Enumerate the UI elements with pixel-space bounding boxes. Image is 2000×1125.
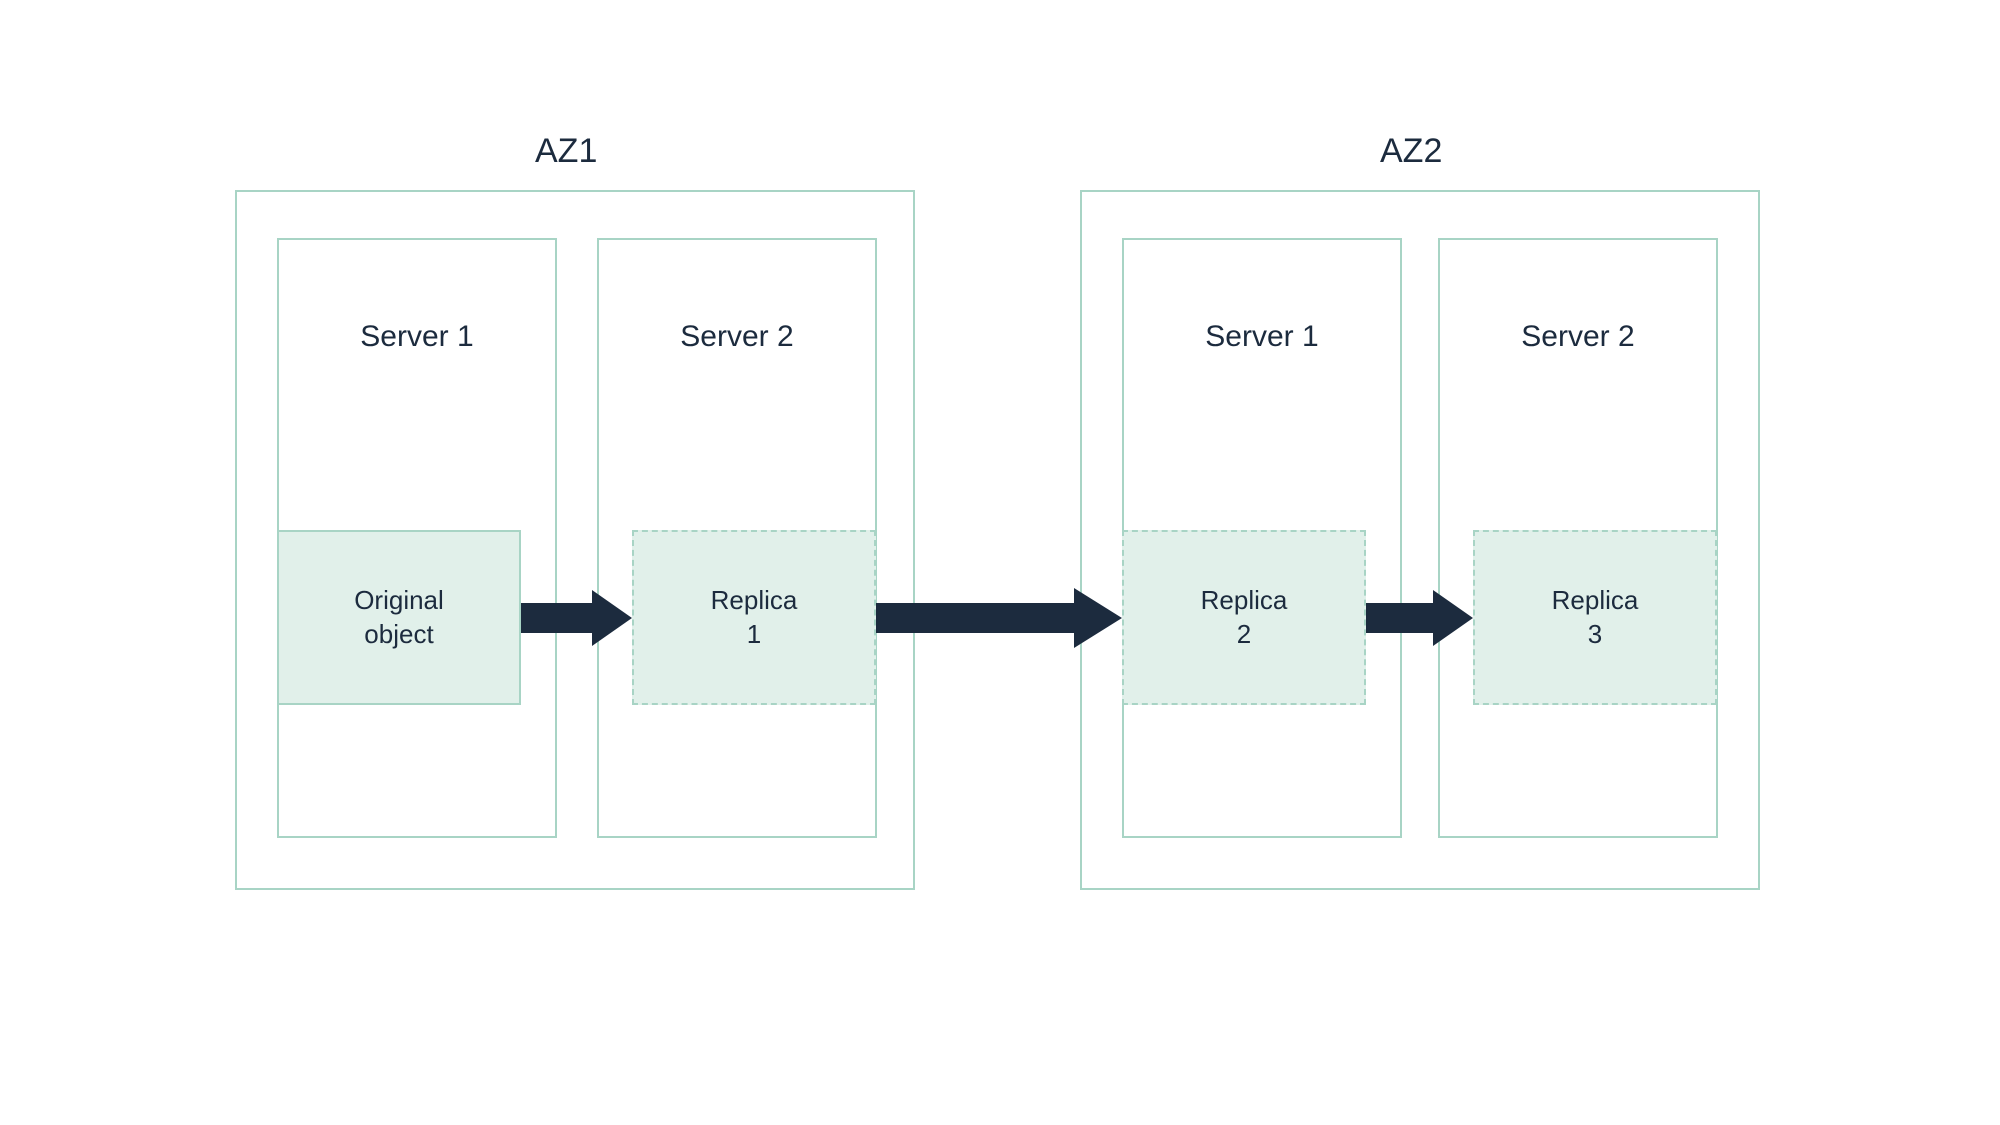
arrows-layer xyxy=(0,0,2000,1125)
arrow-replica1-to-replica2 xyxy=(876,588,1122,648)
arrow-replica2-to-replica3 xyxy=(1366,590,1473,646)
replication-diagram: AZ1 AZ2 Server 1 Server 2 Server 1 Serve… xyxy=(0,0,2000,1125)
arrow-original-to-replica1 xyxy=(521,590,632,646)
